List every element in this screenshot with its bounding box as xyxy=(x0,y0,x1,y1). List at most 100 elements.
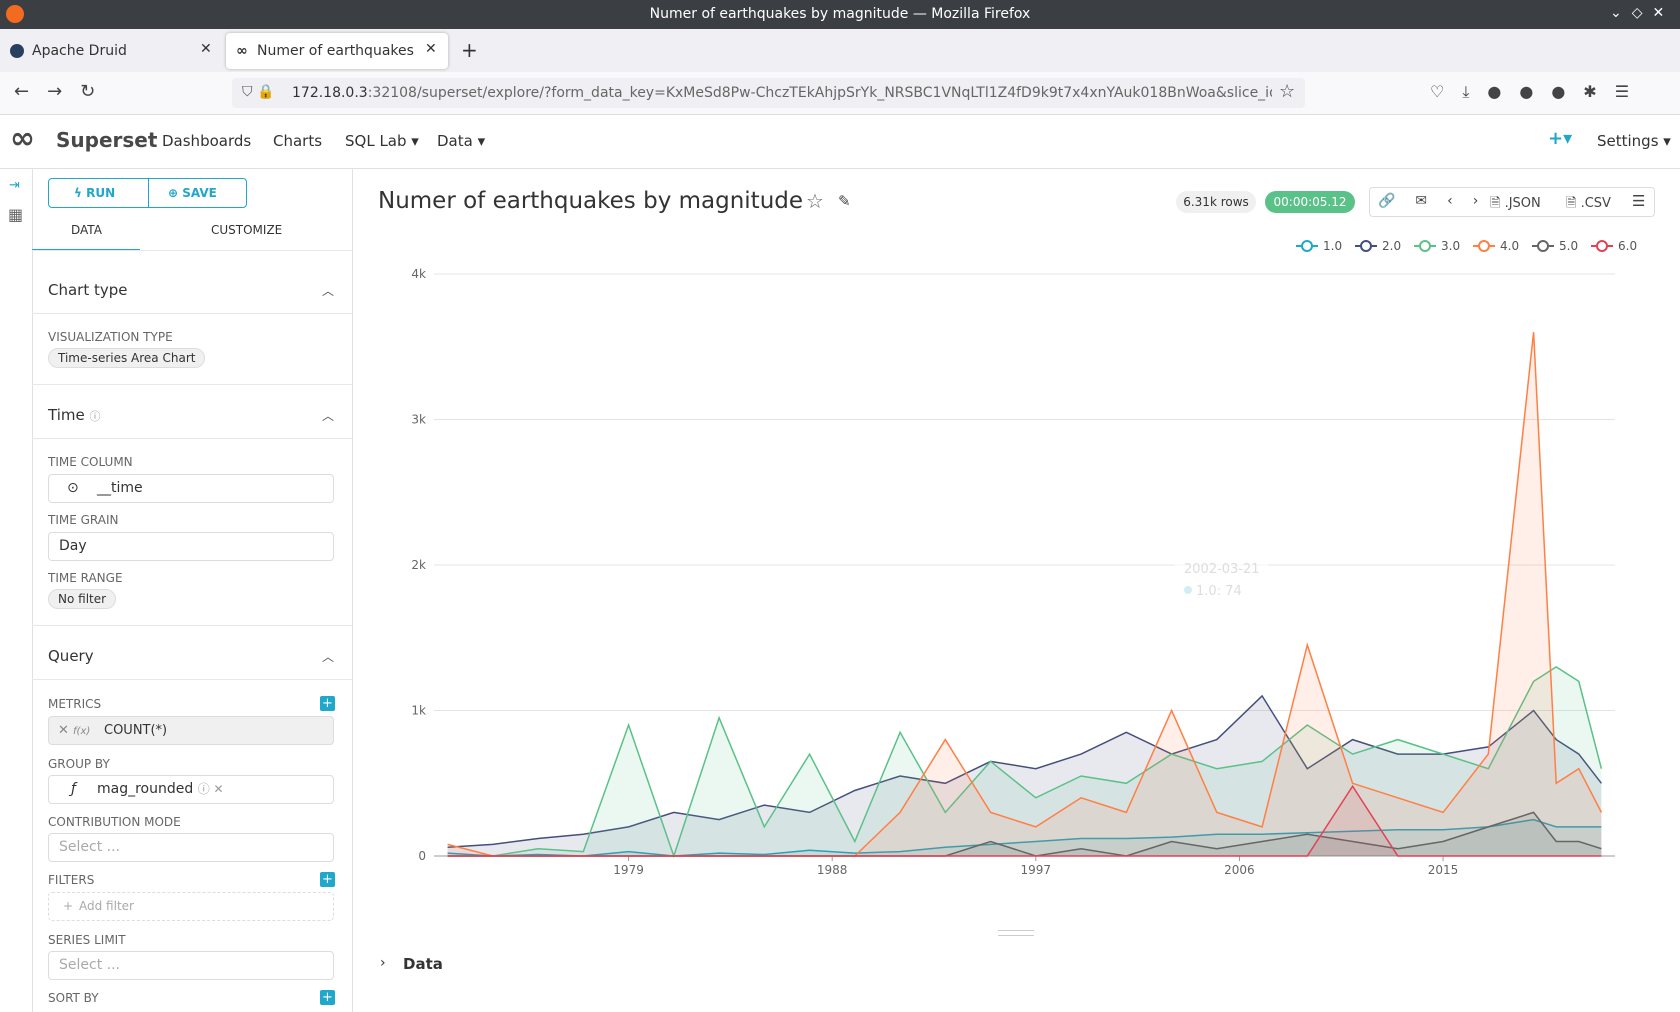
label: CONTRIBUTION MODE xyxy=(48,815,181,829)
tooltip xyxy=(1174,550,1268,602)
nav-item[interactable]: Data ▾ xyxy=(437,132,486,150)
metric[interactable]: ✕ f(x) COUNT(*) xyxy=(48,716,334,745)
logo[interactable]: ∞ xyxy=(10,121,35,156)
run-button[interactable]: ϟ RUN xyxy=(74,186,116,200)
action-icons[interactable]: 🔗✉‹› xyxy=(1378,193,1499,209)
add-menu[interactable]: +▾ xyxy=(1548,128,1573,149)
divider xyxy=(32,438,352,439)
clock-icon: ⊙ xyxy=(67,480,79,496)
settings[interactable]: Settings ▾ xyxy=(1597,132,1671,150)
brand[interactable]: Superset xyxy=(56,128,158,152)
series-line xyxy=(447,818,1602,857)
area xyxy=(447,695,1602,856)
time-range[interactable]: No filter xyxy=(48,589,117,609)
nav-item[interactable]: SQL Lab ▾ xyxy=(345,132,419,150)
tab[interactable]: Apache Druid xyxy=(32,43,127,59)
select[interactable]: Select ... xyxy=(48,833,334,862)
filter-text: Add filter xyxy=(79,899,134,913)
add-metric[interactable]: + xyxy=(320,696,335,711)
y-tick-label: 2k xyxy=(411,558,426,572)
viz-type[interactable]: Time-series Area Chart xyxy=(48,348,206,368)
url-host: 172.18.0.3 xyxy=(292,85,368,101)
window-title: Numer of earthquakes by magnitude — Mozi… xyxy=(649,6,1031,22)
csv-button[interactable]: 🗎 .CSV xyxy=(1566,196,1611,211)
sidebar xyxy=(0,169,33,1012)
legend-marker xyxy=(1360,240,1372,252)
area xyxy=(447,666,1602,856)
tab[interactable]: DATA xyxy=(71,223,102,237)
new-tab[interactable]: + xyxy=(461,38,478,62)
y-tick-label: 1k xyxy=(411,704,426,718)
section-title[interactable]: Time ⓘ xyxy=(48,406,101,424)
tab-close[interactable]: ✕ xyxy=(425,41,437,57)
url[interactable]: 172.18.0.3:32108/superset/explore/?form_… xyxy=(292,85,1272,101)
url-bar[interactable] xyxy=(232,78,1305,108)
dataset-icon[interactable]: ▦ xyxy=(8,205,24,224)
nav-buttons[interactable]: ←→↻ xyxy=(14,81,114,102)
collapse[interactable]: ︿ xyxy=(322,650,335,664)
tab[interactable]: CUSTOMIZE xyxy=(211,223,283,237)
active-tab[interactable] xyxy=(226,33,448,69)
divider xyxy=(32,313,352,314)
button-text: RUN xyxy=(86,186,116,200)
y-tick-label: 0 xyxy=(418,849,426,863)
y-tick-label: 4k xyxy=(411,267,426,281)
nav-text: SQL Lab xyxy=(345,132,407,150)
nav-text: Data xyxy=(437,132,473,150)
collapse[interactable]: ︿ xyxy=(322,409,335,423)
legend-label: 2.0 xyxy=(1382,239,1401,253)
bookmark-star[interactable]: ☆ xyxy=(1279,81,1296,102)
section-title[interactable]: Query xyxy=(48,647,94,665)
tooltip-dot xyxy=(1184,586,1192,594)
row-count: 6.31k rows xyxy=(1176,191,1256,213)
section-text: Time xyxy=(48,406,85,424)
label: TIME COLUMN xyxy=(48,455,133,469)
label: TIME GRAIN xyxy=(48,513,119,527)
section-title[interactable]: Chart type xyxy=(48,281,128,299)
y-tick-label: 3k xyxy=(411,413,426,427)
url-icons: ⛉ 🔒 xyxy=(242,84,275,100)
action-group xyxy=(1369,187,1655,217)
legend-label: 1.0 xyxy=(1323,239,1342,253)
plus-icon: + xyxy=(63,899,74,913)
save-button[interactable]: ⊕ SAVE xyxy=(168,186,217,200)
x-tick-label: 1979 xyxy=(613,863,644,877)
metric-text: COUNT(*) xyxy=(104,723,168,738)
resize-handle[interactable] xyxy=(998,930,1034,936)
legend-marker xyxy=(1596,240,1608,252)
nav-item[interactable]: Charts xyxy=(273,132,323,150)
tab-close[interactable]: ✕ xyxy=(200,41,212,57)
tab[interactable]: Numer of earthquakes by m xyxy=(257,43,417,59)
x-tick-label: 2015 xyxy=(1428,863,1459,877)
label: METRICS xyxy=(48,697,102,711)
add-filter[interactable]: + Add filter xyxy=(48,892,334,921)
menu[interactable]: ☰ xyxy=(1632,192,1646,210)
button-text: .CSV xyxy=(1580,196,1611,211)
series-line xyxy=(447,666,1603,859)
select-value: mag_rounded xyxy=(97,781,194,797)
collapse[interactable]: ︿ xyxy=(322,284,335,298)
label: FILTERS xyxy=(48,873,95,887)
expand-caret[interactable]: › xyxy=(380,955,386,971)
window-controls[interactable]: ⌄◇✕ xyxy=(1610,5,1675,21)
chart-title[interactable]: Numer of earthquakes by magnitude xyxy=(378,188,804,214)
timer: 00:00:05.12 xyxy=(1265,191,1355,213)
expand-icon[interactable]: ⇥ xyxy=(9,178,20,193)
app-nav xyxy=(0,114,1680,169)
data-section[interactable]: Data xyxy=(403,955,443,973)
select[interactable]: ⊙ __time xyxy=(48,474,334,503)
json-button[interactable]: 🗎 .JSON xyxy=(1490,196,1541,211)
remove[interactable]: ✕ f(x) xyxy=(58,723,91,738)
nav-item[interactable]: Dashboards xyxy=(162,132,252,150)
favorite[interactable]: ☆ xyxy=(806,189,824,213)
divider xyxy=(32,384,352,385)
select[interactable]: ƒ mag_rounded ⓘ ✕ xyxy=(48,775,334,804)
select[interactable]: Day xyxy=(48,532,334,561)
add-filter-plus[interactable]: + xyxy=(320,872,335,887)
extensions[interactable]: ♡⤓●●●✱☰ xyxy=(1430,82,1648,101)
edit[interactable]: ✎ xyxy=(838,192,851,210)
label: VISUALIZATION TYPE xyxy=(48,330,173,344)
select[interactable]: Select ... xyxy=(48,951,334,980)
add-sort[interactable]: + xyxy=(320,990,335,1005)
